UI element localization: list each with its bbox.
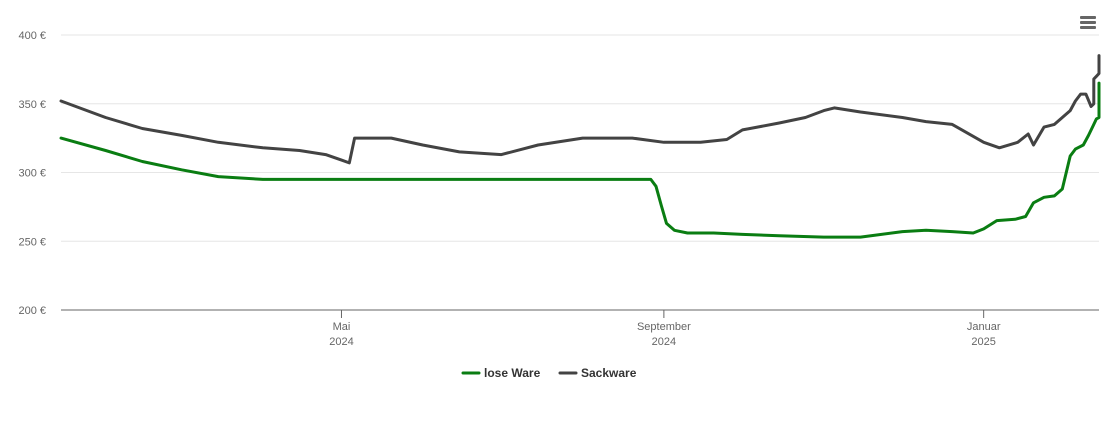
legend-label: lose Ware [484,366,541,380]
legend-item-1[interactable]: Sackware [558,366,637,380]
x-tick-month: Januar [967,321,1001,333]
legend: lose Ware Sackware [461,366,637,380]
y-axis-labels: 400 € 350 € 300 € 250 € 200 € [18,30,46,317]
legend-label: Sackware [581,366,637,380]
series-lines [59,54,1101,239]
x-tick-year: 2024 [652,336,676,348]
series-line-0[interactable] [59,81,1101,239]
y-tick-label: 200 € [18,305,46,317]
y-tick-label: 250 € [18,236,46,248]
x-tick-month: September [637,321,691,333]
y-tick-label: 350 € [18,99,46,111]
y-tick-label: 300 € [18,168,46,180]
x-axis: Mai 2024 September 2024 Januar 2025 [61,309,1099,348]
y-tick-label: 400 € [18,30,46,42]
legend-item-0[interactable]: lose Ware [461,366,541,380]
x-tick-year: 2024 [329,336,353,348]
x-tick-year: 2025 [971,336,995,348]
hamburger-menu-icon[interactable] [1074,8,1102,36]
grid-lines [61,34,1099,242]
series-line-1[interactable] [59,54,1101,165]
x-tick-month: Mai [333,321,351,333]
